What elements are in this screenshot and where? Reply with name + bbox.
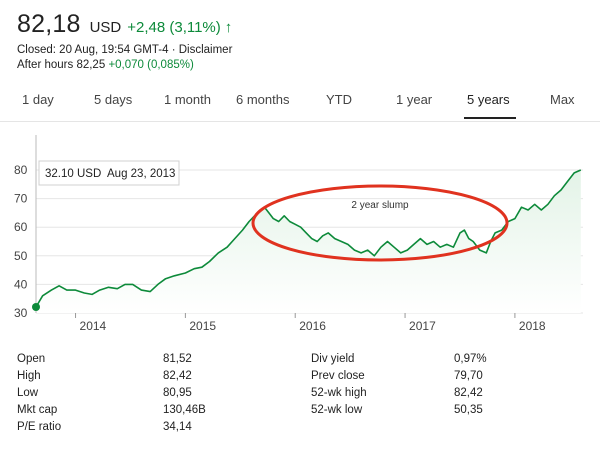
price-change: +2,48 (3,11%) (127, 19, 221, 36)
stat-52wkhigh-label: 52-wk high (311, 387, 367, 399)
stat-low-value: 80,95 (163, 387, 192, 399)
x-tick-label: 2017 (409, 319, 436, 333)
y-tick-label: 80 (14, 163, 28, 177)
tab-max[interactable]: Max (550, 92, 575, 107)
after-hours-line: After hours 82,25 +0,070 (0,085%) (17, 59, 194, 71)
stat-52wkhigh-value: 82,42 (454, 387, 483, 399)
tabs-divider (0, 121, 600, 122)
x-tick-label: 2018 (519, 319, 546, 333)
x-tick-label: 2014 (80, 319, 107, 333)
series-line (35, 169, 582, 308)
stat-mktcap-label: Mkt cap (17, 404, 58, 416)
tab-1-month[interactable]: 1 month (164, 92, 211, 107)
current-price: 82,18 (17, 10, 81, 38)
closed-line: Closed: 20 Aug, 19:54 GMT-4 · Disclaimer (17, 44, 233, 56)
tooltip-price: 32.10 USD (45, 168, 101, 180)
stat-52wklow-label: 52-wk low (311, 404, 363, 416)
range-tabs: 1 day 5 days 1 month 6 months YTD 1 year… (0, 84, 600, 120)
tooltip-box (38, 160, 180, 186)
stat-high-value: 82,42 (163, 370, 192, 382)
x-tick-label: 2015 (189, 319, 216, 333)
stat-pe-value: 34,14 (163, 421, 192, 433)
price-row: 82,18 USD +2,48 (3,11%) ↑ (17, 10, 232, 39)
stat-52wklow-value: 50,35 (454, 404, 483, 416)
tab-6-months[interactable]: 6 months (236, 92, 290, 107)
y-tick-label: 40 (14, 277, 28, 291)
tab-ytd[interactable]: YTD (326, 92, 352, 107)
stat-pe-label: P/E ratio (17, 421, 62, 433)
slump-annotation-label: 2 year slump (351, 200, 409, 211)
stat-divyield-value: 0,97% (454, 353, 487, 365)
y-tick-label: 60 (14, 220, 28, 234)
hover-point (32, 302, 40, 311)
stat-prevclose-value: 79,70 (454, 370, 483, 382)
y-tick-label: 50 (14, 249, 28, 263)
stat-open-value: 81,52 (163, 353, 192, 365)
slump-annotation-ellipse (251, 184, 509, 262)
currency-label: USD (89, 19, 122, 36)
stat-prevclose-label: Prev close (311, 370, 365, 382)
stat-low-label: Low (17, 387, 39, 399)
stat-high-label: High (17, 370, 41, 382)
price-chart[interactable]: 30 40 50 60 70 80 2014 2015 2016 2017 2018 32.10 US… (0, 125, 600, 340)
stat-open-label: Open (17, 353, 46, 365)
tab-5-days[interactable]: 5 days (94, 92, 133, 107)
y-tick-label: 30 (14, 306, 28, 320)
y-tick-label: 70 (14, 192, 28, 206)
after-hours-change: +0,070 (0,085%) (108, 59, 194, 71)
after-hours-label: After hours 82,25 (17, 59, 106, 71)
stat-mktcap-value: 130,46B (163, 404, 206, 416)
tab-1-day[interactable]: 1 day (22, 92, 54, 107)
x-tick-label: 2016 (299, 319, 326, 333)
tab-5-years[interactable]: 5 years (467, 92, 510, 107)
up-arrow-icon: ↑ (224, 19, 233, 36)
stat-divyield-label: Div yield (311, 353, 355, 365)
tooltip-date: Aug 23, 2013 (107, 168, 175, 180)
active-tab-indicator (464, 117, 516, 119)
tab-1-year[interactable]: 1 year (396, 92, 433, 107)
